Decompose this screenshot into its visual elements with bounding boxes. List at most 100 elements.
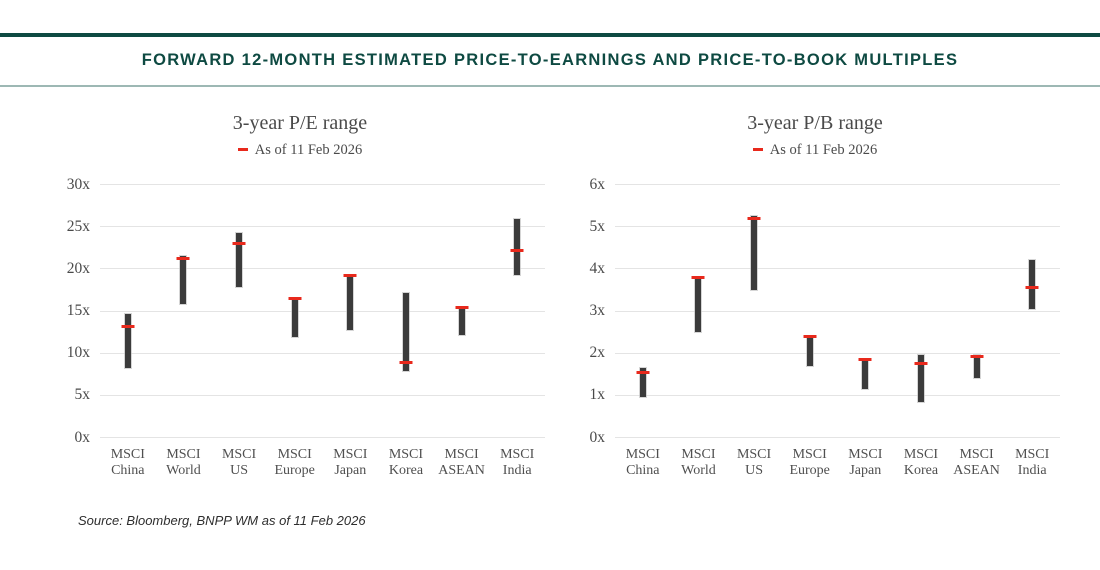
x-tick-label: MSCI Korea	[903, 446, 939, 478]
y-tick-label: 5x	[74, 386, 91, 404]
current-value-marker	[176, 257, 190, 261]
x-tick-label: MSCI US	[736, 446, 772, 478]
y-tick-label: 1x	[589, 386, 606, 404]
current-value-marker	[636, 370, 650, 374]
y-tick-label: 4x	[589, 259, 606, 277]
gridline	[615, 184, 1060, 185]
x-tick-label: MSCI Europe	[274, 446, 315, 478]
range-bar	[639, 367, 646, 398]
gridline	[100, 352, 545, 354]
plot-row: 0x 1x 2x 3x 4x 5x 6x	[570, 176, 1060, 446]
range-bar	[695, 277, 702, 333]
x-tick-label: MSCI Europe	[789, 446, 830, 478]
header-divider	[0, 85, 1100, 87]
gridline	[100, 226, 545, 228]
x-axis: MSCI China MSCI World MSCI US MSCI Europe MSCI Ja…	[615, 447, 1060, 479]
chart-title: 3-year P/B range	[747, 111, 883, 134]
current-value-marker	[914, 362, 928, 366]
range-bar	[291, 298, 298, 338]
legend-label: As of 11 Feb 2026	[769, 141, 878, 158]
current-value-marker	[858, 358, 872, 361]
x-tick-label: MSCI India	[500, 446, 535, 478]
gridline	[615, 352, 1060, 354]
x-axis: MSCI China MSCI World MSCI US MSCI Europe MSCI Ja…	[100, 447, 545, 479]
source-note: Source: Bloomberg, BNPP WM as of 11 Feb …	[78, 512, 366, 528]
gridline	[100, 184, 545, 185]
y-axis: 0x 5x 10x 15x 20x 25x 30x	[55, 176, 100, 446]
x-tick-label: MSCI Japan	[848, 446, 883, 478]
x-tick-label: MSCI India	[1015, 446, 1050, 478]
range-bar	[347, 275, 354, 331]
current-value-marker	[343, 274, 357, 278]
plot-area	[615, 184, 1060, 438]
y-tick-label: 3x	[589, 302, 606, 319]
current-value-marker	[691, 275, 705, 279]
header-top-rule	[0, 33, 1100, 37]
current-value-marker	[970, 354, 984, 358]
chart-legend: As of 11 Feb 2026	[55, 140, 545, 160]
range-bar	[1029, 260, 1036, 309]
y-tick-label: 5x	[589, 217, 606, 235]
legend-label: As of 11 Feb 2026	[254, 141, 363, 158]
range-bar	[514, 219, 521, 275]
gridline	[100, 437, 545, 438]
gridline	[100, 310, 545, 312]
pe-range-chart: 3-year P/E range As of 11 Feb 2026 0x 5x 1…	[55, 109, 545, 479]
y-tick-label: 30x	[66, 175, 90, 193]
current-value-marker	[232, 242, 246, 246]
y-tick-label: 0x	[589, 428, 606, 446]
y-tick-label: 20x	[66, 259, 90, 277]
x-tick-label: MSCI China	[110, 446, 145, 478]
y-axis: 0x 1x 2x 3x 4x 5x 6x	[570, 176, 615, 446]
range-bar	[973, 355, 980, 379]
current-value-marker	[803, 334, 817, 338]
range-bar	[458, 306, 465, 336]
gridline	[615, 394, 1060, 396]
range-bar	[751, 216, 758, 290]
gridline	[100, 394, 545, 396]
range-bar	[917, 355, 924, 402]
range-bar	[806, 336, 813, 366]
y-tick-label: 2x	[589, 344, 606, 362]
legend-dash-icon	[237, 147, 248, 151]
x-tick-label: MSCI ASEAN	[953, 446, 1000, 478]
x-tick-label: MSCI World	[681, 446, 716, 478]
current-value-marker	[747, 216, 761, 220]
range-bar	[180, 256, 187, 305]
y-tick-label: 10x	[66, 344, 90, 362]
current-value-marker	[121, 324, 135, 328]
range-bar	[402, 293, 409, 371]
y-tick-label: 6x	[589, 175, 606, 193]
plot-area	[100, 184, 545, 438]
plot-row: 0x 5x 10x 15x 20x 25x 30x	[55, 176, 545, 446]
current-value-marker	[288, 296, 302, 300]
x-tick-label: MSCI Korea	[388, 446, 424, 478]
current-value-marker	[510, 248, 524, 252]
current-value-marker	[1025, 286, 1039, 290]
gridline	[615, 310, 1060, 312]
legend-dash-icon	[752, 147, 763, 151]
gridline	[615, 226, 1060, 228]
x-tick-label: MSCI China	[625, 446, 660, 478]
charts-row: 3-year P/E range As of 11 Feb 2026 0x 5x 1…	[55, 109, 1060, 479]
y-tick-label: 25x	[66, 217, 90, 235]
gridline	[615, 268, 1060, 270]
gridline	[100, 268, 545, 270]
y-tick-label: 0x	[74, 428, 91, 446]
x-tick-label: MSCI US	[221, 446, 257, 478]
gridline	[615, 437, 1060, 438]
current-value-marker	[399, 360, 413, 364]
chart-legend: As of 11 Feb 2026	[570, 140, 1060, 160]
x-tick-label: MSCI ASEAN	[438, 446, 485, 478]
chart-title: 3-year P/E range	[232, 111, 368, 134]
y-tick-label: 15x	[66, 302, 90, 319]
range-bar	[236, 232, 243, 288]
x-tick-label: MSCI Japan	[333, 446, 368, 478]
range-bar	[862, 359, 869, 390]
pb-range-chart: 3-year P/B range As of 11 Feb 2026 0x 1x 2…	[570, 109, 1060, 479]
current-value-marker	[455, 306, 469, 310]
page-title: FORWARD 12-MONTH ESTIMATED PRICE-TO-EARN…	[141, 51, 959, 69]
x-tick-label: MSCI World	[166, 446, 201, 478]
range-bar	[124, 313, 131, 368]
